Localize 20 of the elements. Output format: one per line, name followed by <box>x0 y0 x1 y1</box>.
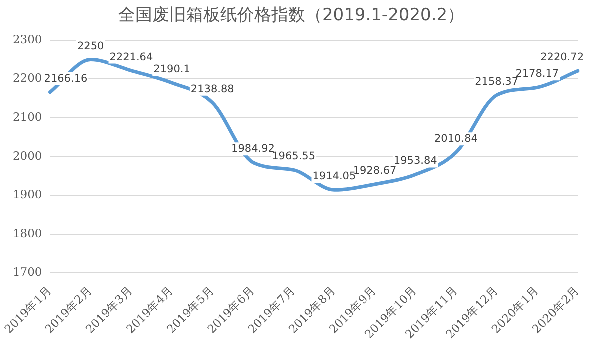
data-label: 1914.05 <box>312 170 356 183</box>
data-label: 2220.72 <box>540 52 584 64</box>
data-label: 1984.92 <box>232 143 275 156</box>
y-tick-label: 2300 <box>12 32 42 46</box>
data-label: 2221.64 <box>110 51 154 64</box>
y-tick-label: 1700 <box>12 265 42 280</box>
y-tick-label: 2200 <box>12 71 42 86</box>
data-label: 2166.16 <box>44 72 88 85</box>
data-label: 2250 <box>78 40 104 52</box>
data-label: 2138.88 <box>190 83 234 96</box>
data-label: 2190.1 <box>154 64 190 76</box>
y-tick-label: 1800 <box>12 226 42 240</box>
y-tick-label: 2100 <box>12 110 42 124</box>
y-tick-label: 1900 <box>12 188 42 202</box>
data-label: 2010.84 <box>434 133 478 146</box>
data-label: 1965.55 <box>272 150 316 163</box>
chart-title: 全国废旧箱板纸价格指数（2019.1-2020.2） <box>118 6 465 26</box>
y-tick-label: 2000 <box>12 148 42 163</box>
data-label: 2158.37 <box>475 76 519 88</box>
data-label: 1953.84 <box>394 155 438 168</box>
